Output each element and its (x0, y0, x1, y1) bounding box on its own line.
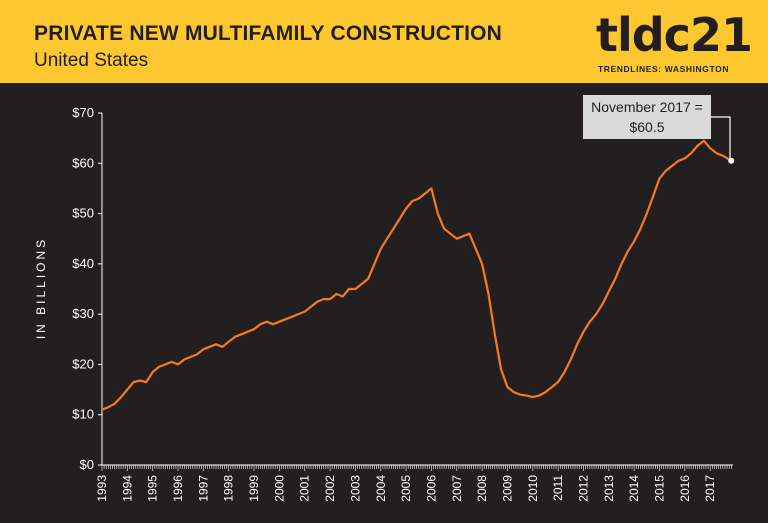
line-chart: $0 $10 $20 $30 $40 $50 $60 $70 1993 1994 1995 1996 1… (72, 105, 735, 502)
x-tick-label: 1999 (247, 475, 261, 502)
x-tick-label: 1997 (196, 475, 210, 502)
x-tick-label: 2009 (500, 475, 514, 502)
x-tick-label: 2006 (424, 475, 438, 502)
x-tick-label: 2014 (627, 475, 641, 502)
header-banner: PRIVATE NEW MULTIFAMILY CONSTRUCTION Uni… (0, 0, 768, 83)
x-tick-label: 2012 (576, 475, 590, 502)
y-tick-label: $40 (72, 256, 94, 271)
x-tick-label: 2017 (703, 475, 717, 502)
x-tick-label: 1995 (146, 475, 160, 502)
y-tick-label: $20 (72, 356, 94, 371)
x-tick-label: 1998 (222, 475, 236, 502)
x-tick-label: 2010 (526, 475, 540, 502)
x-tick-label: 2003 (348, 475, 362, 502)
annotation-line-1: November 2017 = (591, 99, 703, 115)
annotation-line-2: $60.5 (629, 119, 665, 135)
y-tick-label: $0 (80, 457, 94, 472)
annotation-connector (711, 116, 731, 161)
x-tick-label: 2016 (678, 475, 692, 502)
x-tick-label: 2004 (374, 475, 388, 502)
y-tick-label: $70 (72, 105, 94, 120)
x-tick-label: 2011 (551, 475, 565, 501)
y-tick-label: $50 (72, 206, 94, 221)
series-line (101, 139, 732, 411)
x-tick-label: 1994 (120, 475, 134, 502)
last-point-marker (728, 157, 735, 164)
brand-tagline: TRENDLINES: WASHINGTON (598, 64, 730, 74)
x-tick-label: 2002 (323, 475, 337, 502)
x-tick-label: 1993 (95, 475, 109, 502)
x-tick-label: 2000 (272, 475, 286, 502)
y-tick-label: $10 (72, 407, 94, 422)
annotation-callout: November 2017 = $60.5 (583, 95, 711, 139)
y-axis-label: IN BILLIONS (34, 236, 48, 340)
x-tick-label: 2007 (450, 475, 464, 502)
chart-subtitle: United States (34, 50, 149, 71)
x-tick-label: 2005 (399, 475, 413, 502)
x-tick-label: 2015 (653, 475, 667, 502)
brand-logo: tldc21 (596, 8, 753, 62)
x-tick-label: 2001 (298, 475, 312, 502)
y-tick-label: $30 (72, 306, 94, 321)
x-tick-label: 1996 (171, 475, 185, 502)
y-tick-label: $60 (72, 155, 94, 170)
chart-title: PRIVATE NEW MULTIFAMILY CONSTRUCTION (34, 22, 503, 45)
x-tick-label: 2013 (602, 475, 616, 502)
x-tick-label: 2008 (475, 475, 489, 502)
